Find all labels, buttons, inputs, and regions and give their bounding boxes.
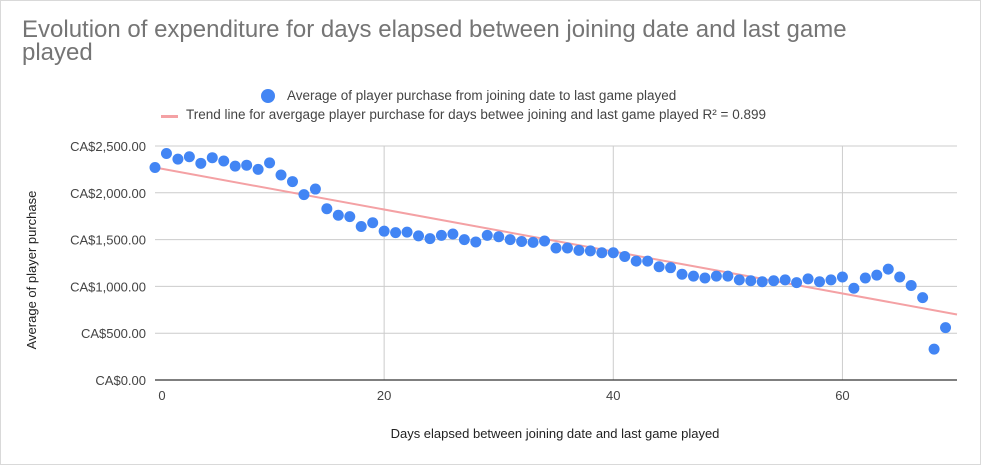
data-point[interactable]	[355, 220, 367, 232]
data-point[interactable]	[687, 270, 699, 282]
data-point[interactable]	[710, 270, 722, 282]
chart-title: Evolution of expenditure for days elapse…	[22, 16, 847, 66]
legend-swatch-scatter-icon	[261, 89, 275, 103]
data-point[interactable]	[573, 244, 585, 256]
data-point[interactable]	[905, 279, 917, 291]
data-point[interactable]	[653, 261, 665, 273]
data-point[interactable]	[298, 189, 310, 201]
x-axis-title: Days elapsed between joining date and la…	[391, 426, 720, 441]
data-point[interactable]	[195, 157, 207, 169]
legend-label-trendline: Trend line for avergage player purchase …	[186, 107, 766, 122]
legend-swatch-trendline-icon	[161, 115, 178, 118]
data-point[interactable]	[825, 274, 837, 286]
data-point[interactable]	[401, 226, 413, 238]
data-point[interactable]	[367, 217, 379, 229]
axes: CA$0.00 CA$500.00 CA$1,000.00 CA$1,500.00 CA…	[70, 139, 957, 403]
data-point[interactable]	[848, 282, 860, 294]
trendline	[154, 166, 958, 316]
data-point[interactable]	[413, 230, 425, 242]
data-point[interactable]	[264, 157, 276, 169]
data-point[interactable]	[424, 233, 436, 245]
data-point[interactable]	[550, 242, 562, 254]
data-point[interactable]	[561, 242, 573, 254]
data-point[interactable]	[504, 234, 516, 246]
data-point[interactable]	[756, 276, 768, 288]
data-point[interactable]	[722, 270, 734, 282]
data-point[interactable]	[642, 255, 654, 267]
data-point[interactable]	[309, 183, 321, 195]
data-point[interactable]	[802, 273, 814, 285]
data-point[interactable]	[539, 235, 551, 247]
legend-label-scatter: Average of player purchase from joining …	[287, 88, 677, 103]
data-point[interactable]	[390, 227, 402, 239]
legend-item-trendline[interactable]: Trend line for avergage player purchase …	[161, 107, 881, 125]
data-point[interactable]	[836, 271, 848, 283]
data-point[interactable]	[458, 234, 470, 246]
data-point[interactable]	[378, 225, 390, 237]
data-point[interactable]	[733, 274, 745, 286]
x-tick-label: 60	[835, 388, 849, 403]
data-point[interactable]	[481, 229, 493, 241]
x-tick-label: 40	[606, 388, 620, 403]
data-point[interactable]	[584, 245, 596, 257]
data-point[interactable]	[286, 176, 298, 188]
data-point[interactable]	[447, 228, 459, 240]
y-tick-label: CA$1,000.00	[70, 279, 146, 294]
data-point[interactable]	[791, 277, 803, 289]
data-point[interactable]	[768, 275, 780, 287]
y-tick-label: CA$2,000.00	[70, 186, 146, 201]
scatter-points	[149, 147, 952, 355]
data-point[interactable]	[183, 151, 195, 163]
data-point[interactable]	[814, 276, 826, 288]
data-point[interactable]	[241, 159, 253, 171]
data-point[interactable]	[149, 162, 161, 174]
data-point[interactable]	[252, 163, 264, 175]
data-point[interactable]	[665, 262, 677, 274]
data-point[interactable]	[607, 247, 619, 259]
data-point[interactable]	[229, 160, 241, 172]
data-point[interactable]	[779, 274, 791, 286]
data-point[interactable]	[676, 268, 688, 280]
data-point[interactable]	[928, 343, 940, 355]
trendline-layer	[154, 166, 958, 316]
data-point[interactable]	[859, 272, 871, 284]
x-tick-label: 20	[377, 388, 391, 403]
data-point[interactable]	[917, 292, 929, 304]
y-tick-label: CA$1,500.00	[70, 233, 146, 248]
data-point[interactable]	[699, 272, 711, 284]
data-point[interactable]	[745, 275, 757, 287]
gridlines	[155, 145, 957, 380]
data-point[interactable]	[619, 250, 631, 262]
data-point[interactable]	[516, 235, 528, 247]
y-tick-label: CA$0.00	[95, 373, 146, 388]
data-point[interactable]	[493, 231, 505, 243]
data-point[interactable]	[332, 209, 344, 221]
data-point[interactable]	[470, 236, 482, 248]
data-point[interactable]	[344, 211, 356, 223]
data-point[interactable]	[894, 271, 906, 283]
y-axis-title: Average of player purchase	[24, 191, 39, 350]
y-tick-label: CA$500.00	[81, 326, 146, 341]
data-point[interactable]	[218, 155, 230, 167]
data-point[interactable]	[321, 203, 333, 215]
y-tick-label: CA$2,500.00	[70, 139, 146, 154]
data-point[interactable]	[596, 247, 608, 259]
data-point[interactable]	[275, 169, 287, 181]
data-point[interactable]	[630, 255, 642, 267]
data-point[interactable]	[435, 229, 447, 241]
data-point[interactable]	[527, 236, 539, 248]
data-point[interactable]	[882, 263, 894, 275]
x-tick-label: 0	[158, 388, 165, 403]
data-point[interactable]	[160, 147, 172, 159]
data-point[interactable]	[206, 152, 218, 164]
data-point[interactable]	[172, 153, 184, 165]
legend-item-scatter[interactable]: Average of player purchase from joining …	[161, 88, 861, 106]
data-point[interactable]	[940, 322, 952, 334]
data-point[interactable]	[871, 269, 883, 281]
